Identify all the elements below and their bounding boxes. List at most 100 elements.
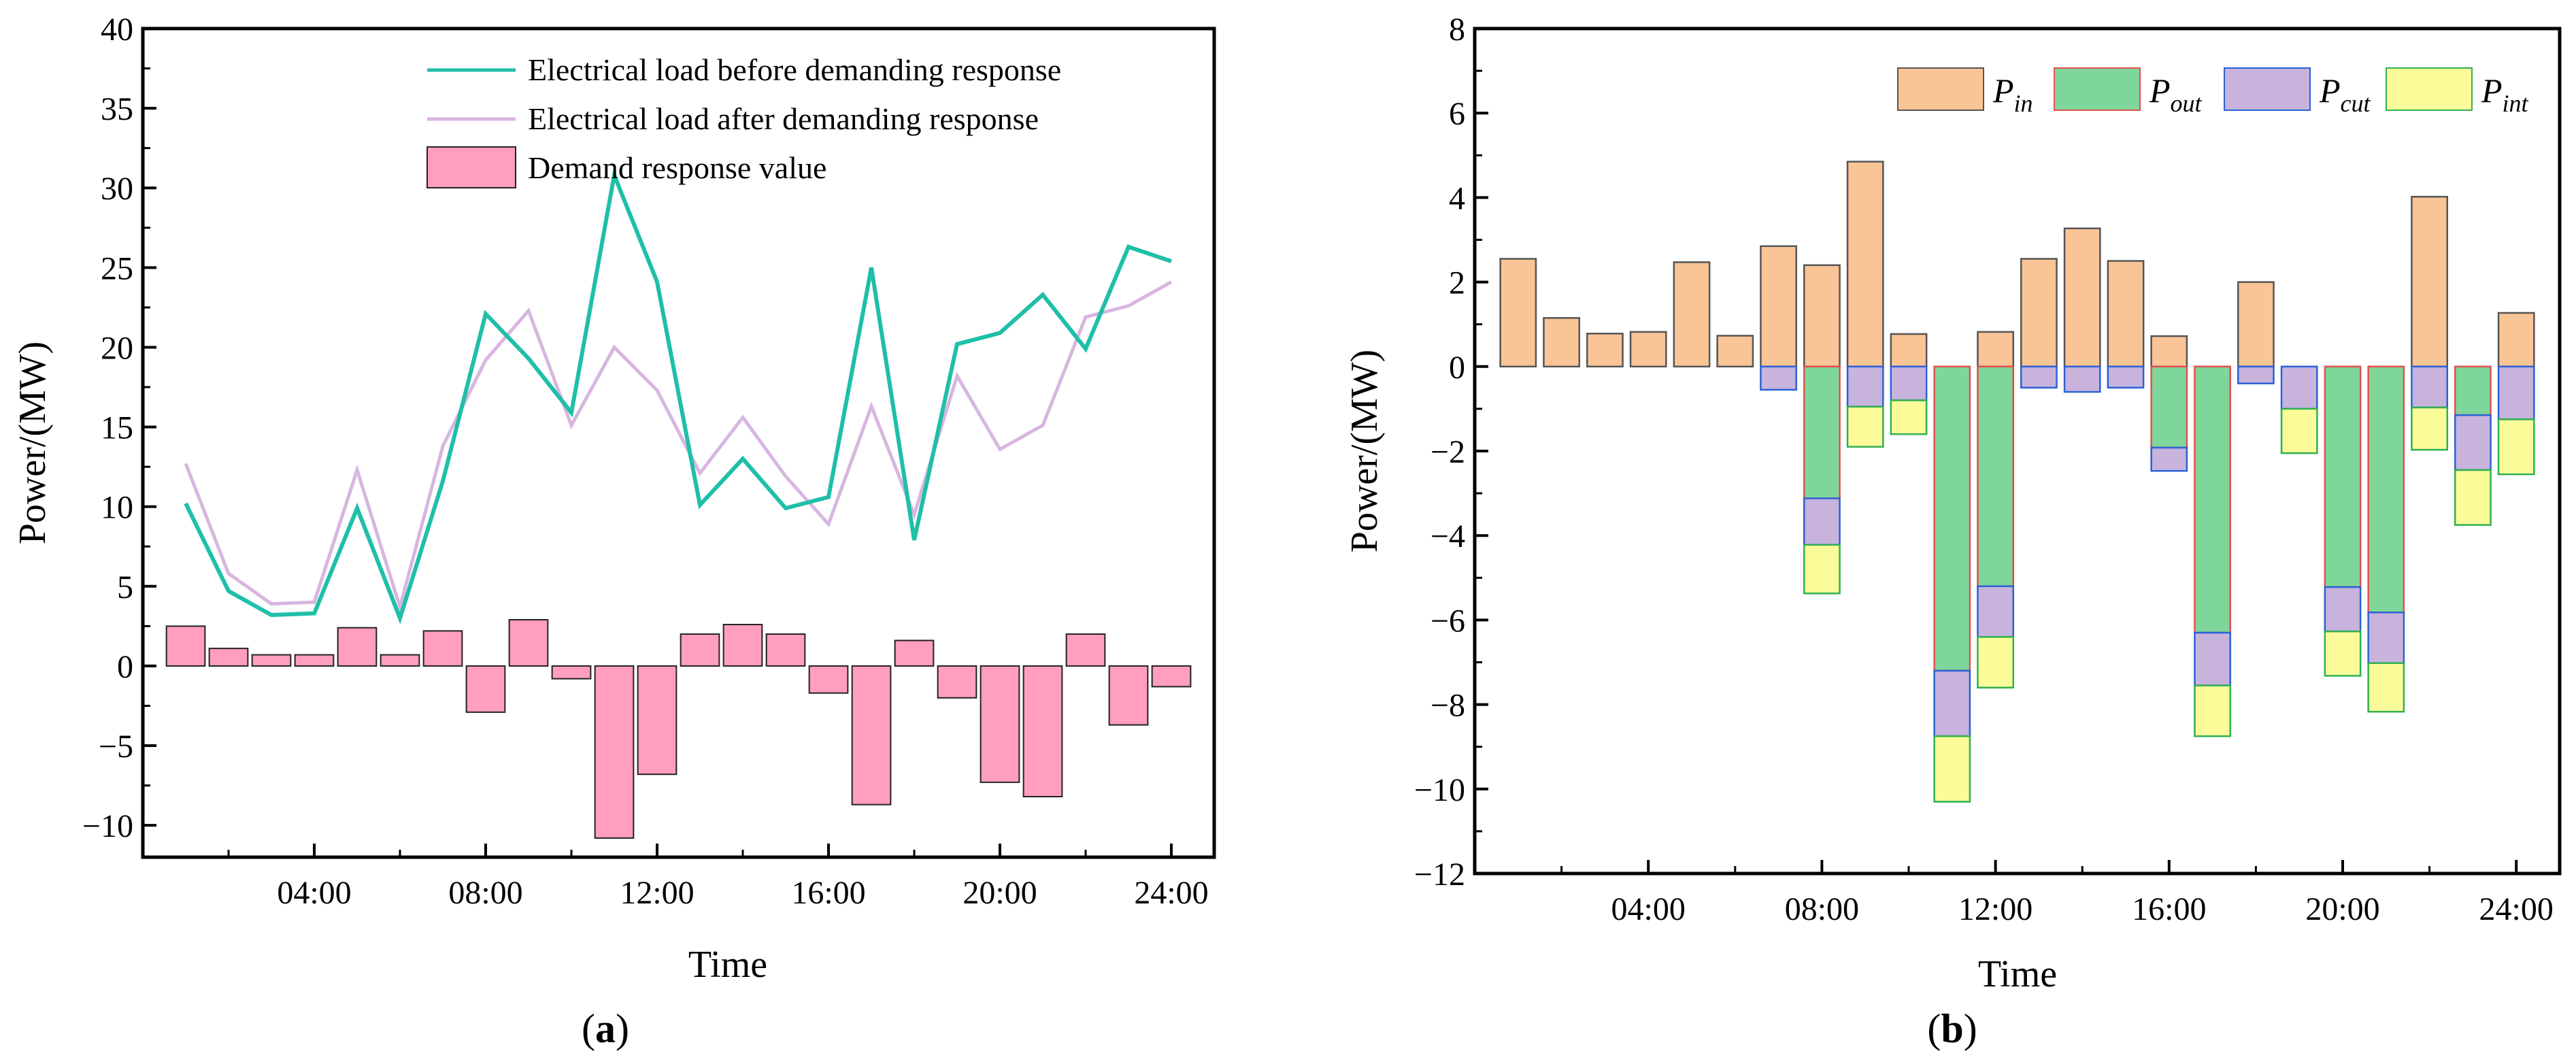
b-bar-pcut [2237, 365, 2275, 384]
b-y-axis: −12 −10 −8 −6 −4 −2 0 2 4 6 8 [1414, 12, 1488, 893]
b-bar-pint [2324, 630, 2362, 677]
b-bar-pin [2497, 312, 2535, 368]
a-ytick-label: 5 [117, 569, 133, 605]
a-response-bar [637, 665, 678, 776]
a-ytick-label: −5 [99, 729, 133, 765]
b-bar-pcut [2454, 414, 2492, 471]
b-xtick-label: 24:00 [2479, 891, 2554, 927]
a-legend-swatch-response [426, 146, 516, 188]
b-bar-pint [1977, 635, 2015, 689]
b-bar-pin [1760, 245, 1798, 368]
b-bar-pcut [1846, 365, 1884, 408]
b-y-axis-label: Power/(MW) [1343, 350, 1386, 553]
a-x-axis: 04:00 08:00 12:00 16:00 20:00 24:00 [227, 844, 1209, 911]
a-legend: Electrical load before demanding respons… [426, 52, 1061, 188]
b-legend-label-pin-main: P [1992, 71, 2014, 110]
a-ytick-label: 0 [117, 649, 133, 685]
b-ytick-label: 0 [1449, 350, 1465, 386]
b-bar-pin [1803, 264, 1841, 368]
b-bar-pcut [1803, 497, 1841, 546]
b-bar-pcut [1933, 669, 1971, 737]
b-bar-pint [2411, 406, 2449, 451]
b-legend-swatch-pint [2386, 67, 2473, 111]
a-ytick-label: 30 [101, 171, 133, 207]
a-legend-label-response: Demand response value [528, 150, 826, 185]
a-response-bar [337, 627, 378, 667]
b-bar-pint [1803, 544, 1841, 595]
b-legend: Pin Pout Pcut Pint [1897, 67, 2529, 117]
a-response-bar [380, 654, 420, 667]
b-xtick-label: 12:00 [1958, 891, 2033, 927]
b-bar-pint [1933, 735, 1971, 803]
b-ytick-label: −12 [1414, 857, 1465, 893]
a-ytick-label: 20 [101, 330, 133, 366]
a-y-axis-label: Power/(MW) [12, 342, 54, 545]
b-legend-label-pcut-sub: cut [2341, 90, 2371, 117]
a-panel-caption-letter: a [595, 1006, 616, 1051]
b-legend-label-pin-sub: in [2014, 90, 2033, 117]
a-plot-frame [141, 27, 1216, 859]
b-legend-swatch-pcut [2224, 67, 2311, 111]
b-bar-pout [2324, 365, 2362, 588]
b-ytick-label: 8 [1449, 12, 1465, 48]
a-response-bar [508, 618, 549, 667]
a-response-bar [594, 665, 635, 839]
a-xtick-label: 04:00 [277, 875, 351, 911]
a-response-bar [465, 665, 506, 713]
b-legend-swatch-pin [1897, 67, 1984, 111]
b-bar-pcut [2020, 365, 2058, 389]
b-bar-pin [1716, 335, 1754, 368]
a-xtick-label: 08:00 [448, 875, 522, 911]
a-ytick-label: 40 [101, 12, 133, 48]
a-response-bar [422, 630, 463, 667]
a-response-bar [894, 639, 935, 667]
a-response-bar [251, 654, 292, 667]
b-bar-pcut [2107, 365, 2145, 389]
a-line-after [184, 280, 1173, 614]
a-line-before [184, 167, 1172, 625]
b-bar-pint [2454, 469, 2492, 526]
b-bar-pin [1499, 258, 1537, 368]
b-bar-pin [2063, 227, 2101, 368]
a-xtick-label: 24:00 [1134, 875, 1208, 911]
b-legend-label-pcut-main: P [2319, 71, 2341, 110]
b-xtick-label: 04:00 [1611, 891, 1686, 927]
b-bar-pcut [1977, 585, 2015, 638]
b-bar-pint [2497, 418, 2535, 476]
b-bar-pcut [1890, 365, 1928, 401]
panel-a: −10 −5 0 5 10 15 20 25 30 35 40 04:00 08:00 12:00 16:… [12, 12, 1216, 1051]
b-legend-label-pint-main: P [2481, 71, 2503, 110]
a-response-bar [1151, 665, 1192, 688]
b-bar-pin [2150, 335, 2188, 368]
a-xtick-label: 20:00 [963, 875, 1037, 911]
b-legend-label-pin: Pin [1992, 71, 2033, 117]
b-legend-label-pout: Pout [2149, 71, 2203, 117]
b-bar-pout [1977, 365, 2015, 587]
b-legend-swatch-pout [2054, 67, 2141, 111]
b-ytick-label: −8 [1431, 688, 1465, 724]
a-response-bar [722, 624, 763, 667]
b-bar-pcut [2367, 611, 2405, 664]
a-response-bar [1022, 665, 1063, 797]
a-response-bar [1065, 633, 1106, 667]
b-bar-pint [2367, 662, 2405, 713]
a-response-bar [1108, 665, 1149, 726]
a-response-bar [980, 665, 1020, 783]
b-xtick-label: 08:00 [1785, 891, 1859, 927]
b-bar-pout [2194, 365, 2232, 634]
a-y-axis: −10 −5 0 5 10 15 20 25 30 35 40 [82, 12, 156, 844]
b-ytick-label: 2 [1449, 265, 1465, 301]
b-panel-caption-letter: b [1941, 1006, 1963, 1051]
b-bar-pin [1846, 161, 1884, 368]
b-ytick-label: 4 [1449, 180, 1465, 216]
b-bar-pin [1890, 333, 1928, 368]
b-bar-pint [2280, 408, 2318, 454]
b-bar-pin [1629, 331, 1667, 368]
b-bar-pint [2194, 684, 2232, 737]
a-ytick-label: 35 [101, 91, 133, 127]
a-ytick-label: −10 [82, 808, 133, 844]
b-legend-label-pout-sub: out [2171, 90, 2203, 117]
b-legend-label-pint-sub: int [2503, 90, 2529, 117]
